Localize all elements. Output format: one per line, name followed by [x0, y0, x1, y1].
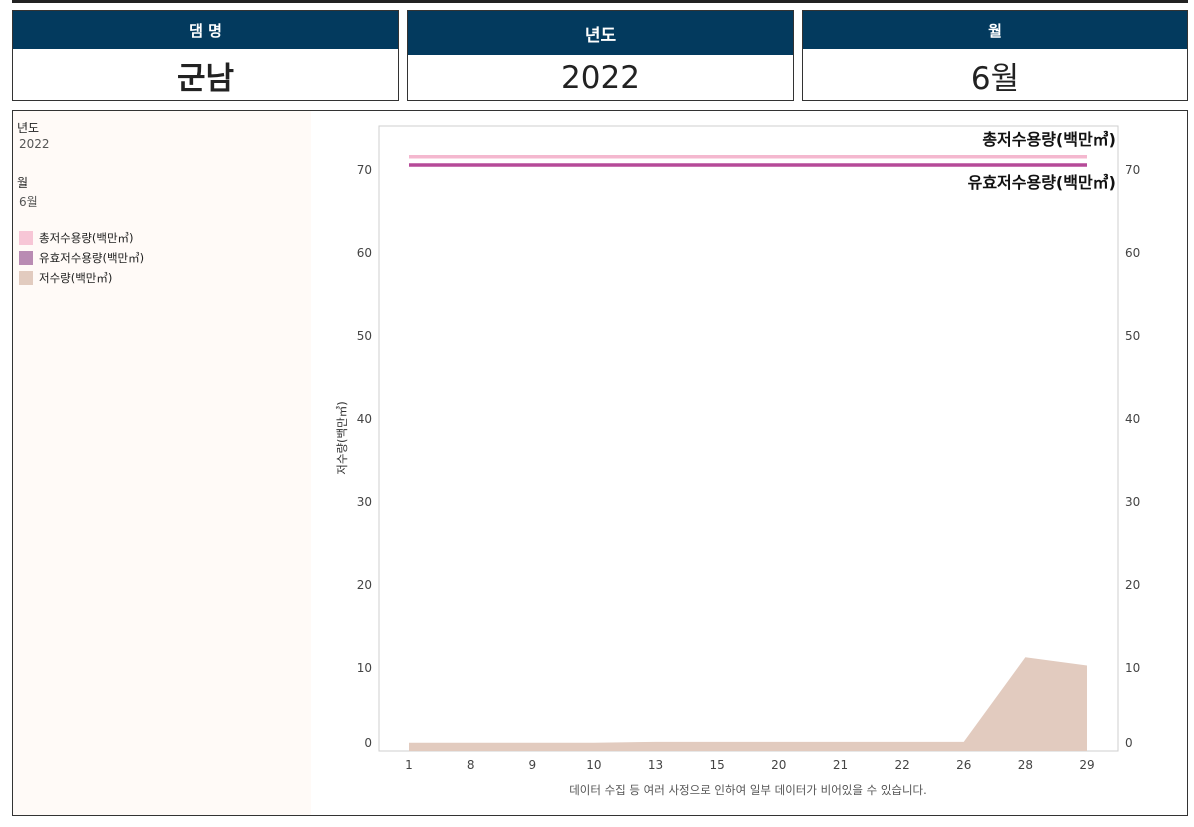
x-tick-label: 15	[710, 758, 725, 772]
y-tick-label-left: 10	[357, 661, 372, 675]
x-axis: 1 8 9 10 13 15 20 21 22 26 28 29	[405, 758, 1094, 772]
x-tick-label: 26	[956, 758, 971, 772]
x-tick-label: 22	[894, 758, 909, 772]
series-layer	[409, 154, 1087, 751]
dam-name-label: 댐 명	[13, 11, 398, 49]
y-tick-label-left: 20	[357, 578, 372, 592]
legend-swatch	[19, 251, 33, 265]
effective-capacity-line-label: 유효저수용량(백만㎥)	[968, 173, 1116, 192]
x-tick-label: 9	[528, 758, 536, 772]
y-tick-label-left: 40	[357, 412, 372, 426]
year-card: 년도 2022	[407, 10, 794, 101]
month-filter-value[interactable]: 6월	[19, 195, 38, 209]
y-tick-label-right: 70	[1125, 163, 1140, 177]
legend-item-storage[interactable]: 저수량(백만㎥)	[19, 270, 112, 286]
legend-label: 저수량(백만㎥)	[39, 271, 113, 285]
y-tick-label-right: 50	[1125, 329, 1140, 343]
x-tick-label: 21	[833, 758, 848, 772]
year-filter-value[interactable]: 2022	[19, 137, 50, 151]
x-tick-label: 28	[1018, 758, 1033, 772]
y-tick-label-left: 70	[357, 163, 372, 177]
year-card-value: 2022	[561, 60, 640, 96]
y-tick-label-right: 30	[1125, 495, 1140, 509]
dam-name-card: 댐 명 군남	[12, 10, 399, 101]
storage-area	[409, 657, 1087, 751]
month-filter-label: 월	[17, 176, 29, 190]
footnote: 데이터 수집 등 여러 사정으로 인하여 일부 데이터가 비어있을 수 있습니다…	[569, 783, 927, 797]
total-capacity-line-label: 총저수용량(백만㎥)	[982, 130, 1116, 149]
top-rule	[12, 0, 1188, 3]
legend-item-total-capacity[interactable]: 총저수용량(백만㎥)	[19, 230, 134, 246]
y-tick-label-right: 60	[1125, 246, 1140, 260]
y-tick-label-right: 0	[1125, 736, 1133, 750]
y-axis-left: 0 10 20 30 40 50 60 70	[357, 163, 372, 750]
x-tick-label: 1	[405, 758, 413, 772]
y-tick-label-left: 30	[357, 495, 372, 509]
y-axis-title: 저수량(백만㎥)	[335, 401, 349, 474]
y-tick-label-left: 50	[357, 329, 372, 343]
month-card-label: 월	[803, 11, 1187, 49]
x-tick-label: 13	[648, 758, 663, 772]
legend-label: 유효저수용량(백만㎥)	[39, 251, 145, 265]
filter-sidebar: 년도 2022 월 6월 총저수용량(백만㎥) 유효저수용량(백만㎥) 저수량(…	[13, 111, 311, 815]
dam-name-value: 군남	[176, 60, 235, 97]
plot-area	[378, 125, 1119, 752]
y-tick-label-right: 20	[1125, 578, 1140, 592]
y-axis-right: 0 10 20 30 40 50 60 70	[1125, 163, 1140, 750]
x-tick-label: 29	[1079, 758, 1094, 772]
y-tick-label-left: 0	[364, 736, 372, 750]
legend-item-effective-capacity[interactable]: 유효저수용량(백만㎥)	[19, 250, 144, 266]
month-card: 월 6월	[802, 10, 1188, 101]
y-tick-label-right: 10	[1125, 661, 1140, 675]
y-tick-label-right: 40	[1125, 412, 1140, 426]
legend-swatch	[19, 271, 33, 285]
x-tick-label: 10	[586, 758, 601, 772]
month-card-value: 6월	[970, 60, 1020, 97]
year-filter-label: 년도	[17, 121, 40, 135]
x-tick-label: 20	[771, 758, 786, 772]
legend-swatch	[19, 231, 33, 245]
legend-label: 총저수용량(백만㎥)	[39, 231, 134, 245]
y-tick-label-left: 60	[357, 246, 372, 260]
x-tick-label: 8	[467, 758, 475, 772]
year-card-label: 년도	[408, 11, 793, 55]
